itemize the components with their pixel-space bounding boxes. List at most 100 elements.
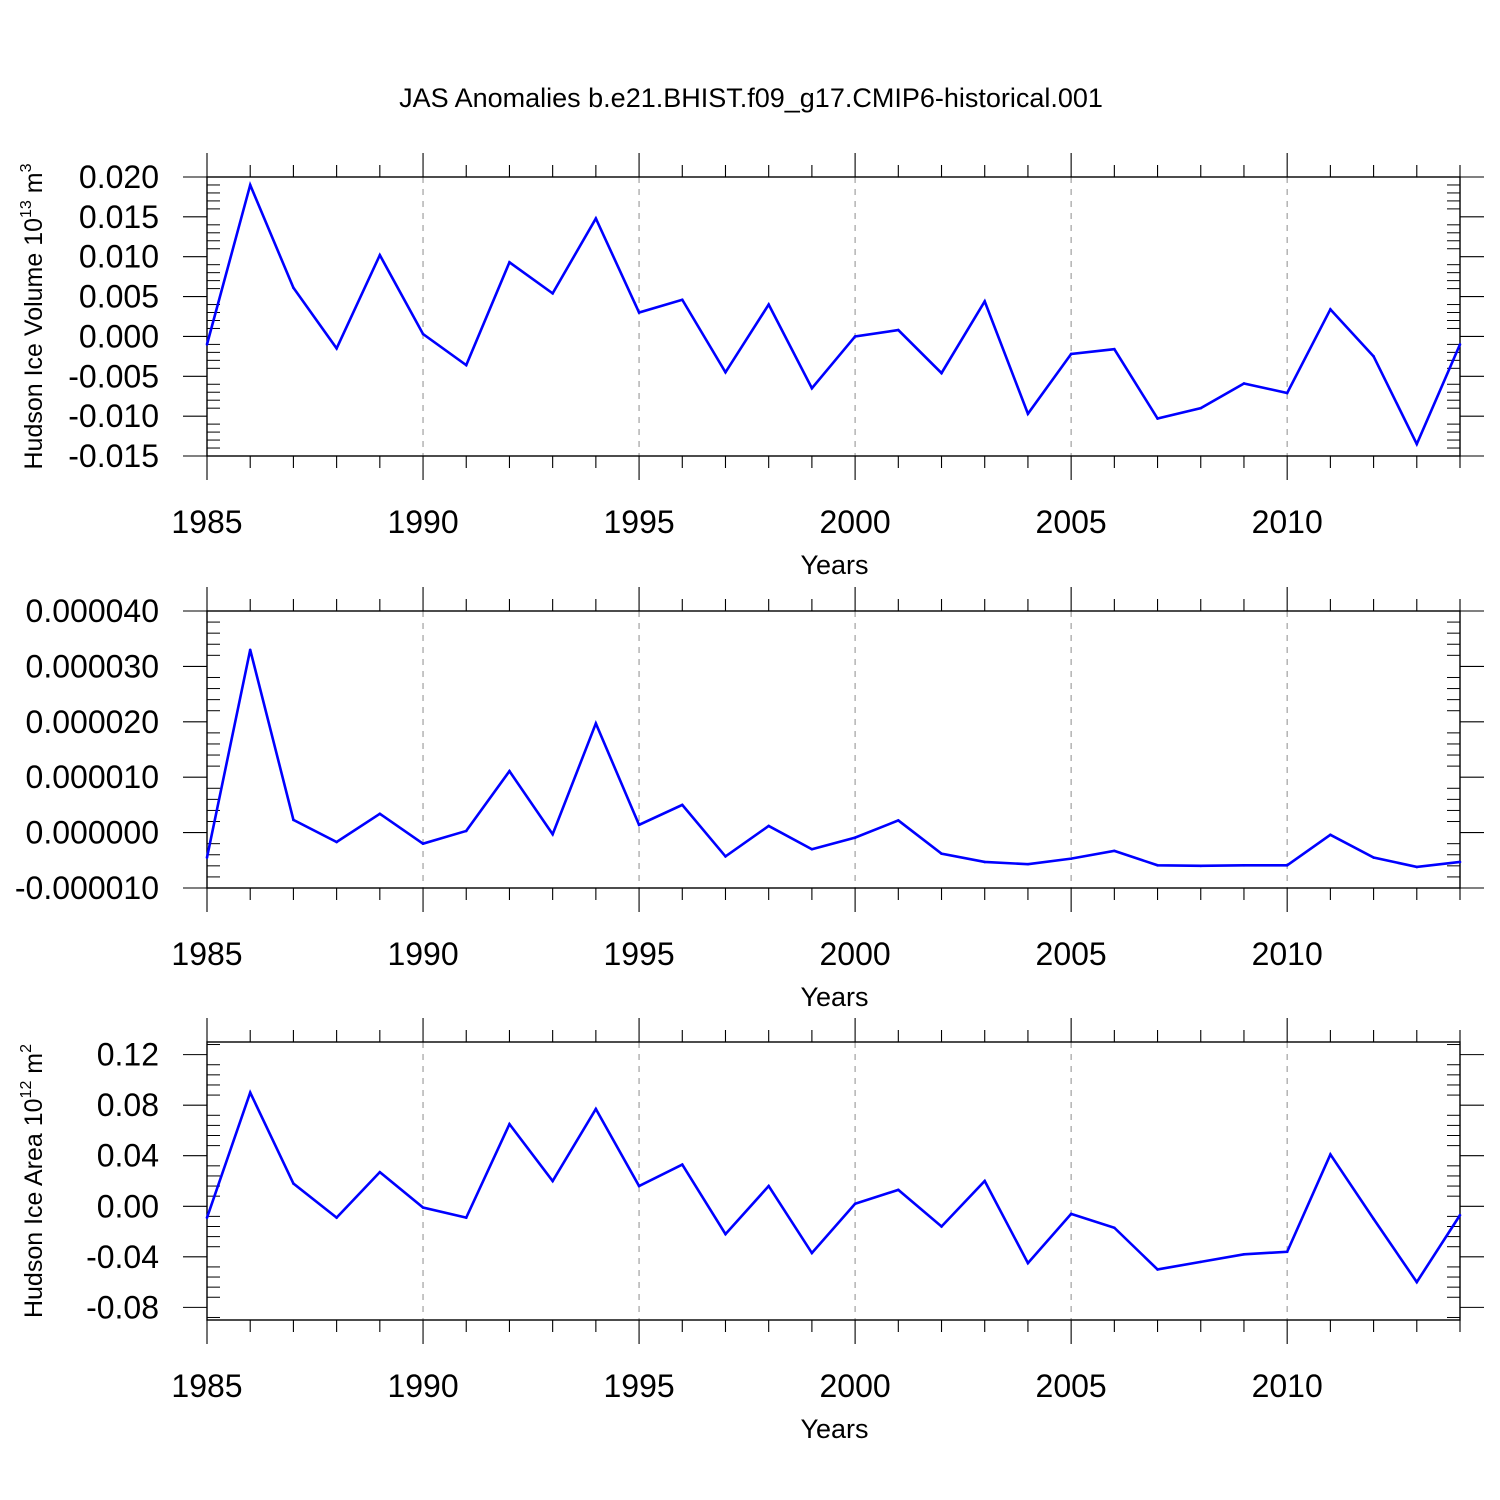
x-tick-label: 2000 xyxy=(820,504,891,540)
data-point xyxy=(1156,863,1159,867)
data-point xyxy=(810,1251,814,1255)
data-point xyxy=(292,286,295,290)
data-point xyxy=(508,769,511,773)
data-point xyxy=(1199,864,1203,868)
plot-frame xyxy=(206,610,1461,889)
data-point xyxy=(1069,1212,1073,1216)
y-tick-label: -0.015 xyxy=(68,438,159,474)
x-tick-label: 1985 xyxy=(171,504,242,540)
plot-frame xyxy=(206,176,1461,457)
y-tick-label: -0.000010 xyxy=(15,870,159,906)
data-point xyxy=(940,1225,943,1228)
data-point xyxy=(853,335,857,338)
data-point xyxy=(767,824,770,828)
panels: 1985 1990 1995 2000 2005 2010 -0.015 -0.010 -0.0… xyxy=(15,153,1484,1444)
data-point xyxy=(1372,856,1375,859)
data-point xyxy=(594,722,598,725)
data-point xyxy=(508,260,511,264)
y-axis-label-unit-exponent: 2 xyxy=(18,1044,35,1053)
data-point xyxy=(680,298,684,302)
data-point xyxy=(1242,1252,1246,1256)
data-point xyxy=(1415,442,1419,446)
x-tick-label: 2005 xyxy=(1036,504,1107,540)
data-point xyxy=(594,1107,598,1111)
data-point xyxy=(810,386,814,390)
data-point xyxy=(1329,1153,1332,1156)
y-tick-label: 0.000020 xyxy=(26,704,159,740)
x-tick-label: 1990 xyxy=(387,1368,458,1404)
x-axis-label: Years xyxy=(800,982,868,1012)
data-point xyxy=(983,1179,987,1183)
y-tick-label: 0.00 xyxy=(97,1188,159,1224)
y-axis-label-main: Hudson Ice Area 10 xyxy=(20,1098,48,1318)
data-point xyxy=(248,1091,252,1094)
data-point xyxy=(897,328,900,332)
data-point xyxy=(205,343,209,346)
data-point xyxy=(940,852,943,855)
x-tick-label: 2005 xyxy=(1036,1368,1107,1404)
data-point xyxy=(378,253,382,257)
data-point xyxy=(335,1216,338,1219)
data-point xyxy=(551,832,554,836)
data-point xyxy=(248,648,252,652)
y-axis-label: Hudson Ice Volume 1013 m3 xyxy=(18,163,48,469)
series-line xyxy=(205,1089,1462,1285)
data-point xyxy=(1415,1280,1419,1284)
data-point xyxy=(983,300,987,303)
data-point xyxy=(464,829,468,833)
data-point xyxy=(1458,860,1462,864)
x-tick-label: 1995 xyxy=(603,1368,674,1404)
data-point xyxy=(1285,391,1289,395)
data-point xyxy=(1113,849,1116,853)
data-point xyxy=(1113,1226,1116,1230)
y-tick-label: 0.04 xyxy=(97,1138,159,1174)
data-point xyxy=(853,836,857,839)
panel-2: 1985 1990 1995 2000 2005 2010 -0.000010 0.00000… xyxy=(15,587,1484,1012)
y-tick-label: 0.08 xyxy=(97,1087,159,1123)
y-tick-label: 0.000040 xyxy=(26,593,159,629)
plot-frame xyxy=(206,1041,1461,1321)
data-point xyxy=(680,1163,684,1166)
panel-1: 1985 1990 1995 2000 2005 2010 -0.015 -0.010 -0.0… xyxy=(18,153,1484,580)
data-point xyxy=(551,1179,554,1183)
series-line xyxy=(205,180,1462,448)
data-point xyxy=(1156,417,1159,420)
data-point xyxy=(637,311,641,314)
data-point xyxy=(1069,352,1073,356)
x-tick-label: 1985 xyxy=(171,1368,242,1404)
x-tick-label: 1990 xyxy=(387,936,458,972)
data-point xyxy=(1156,1268,1159,1271)
y-tick-label: 0.005 xyxy=(79,279,159,315)
data-point xyxy=(680,803,684,807)
data-point xyxy=(421,1206,425,1209)
data-point xyxy=(1372,1217,1375,1221)
data-point xyxy=(897,1188,900,1192)
data-point xyxy=(1329,833,1332,837)
data-point xyxy=(853,1202,857,1206)
y-axis-label-unit: m xyxy=(20,172,48,200)
data-point xyxy=(335,840,338,844)
y-axis-label-unit: m xyxy=(20,1053,48,1081)
series-line xyxy=(205,649,1461,869)
data-point xyxy=(983,860,987,864)
data-point xyxy=(724,1232,727,1236)
x-tick-label: 1995 xyxy=(603,504,674,540)
data-point xyxy=(594,217,598,220)
data-point xyxy=(1199,1260,1203,1264)
data-point xyxy=(205,856,209,859)
y-axis-label-exponent: 12 xyxy=(18,1081,35,1099)
y-axis-label: Hudson Ice Area 1012 m2 xyxy=(18,1044,48,1318)
data-point xyxy=(335,347,338,350)
y-tick-label: 0.000000 xyxy=(26,815,159,851)
data-point xyxy=(897,819,900,822)
x-tick-label: 1985 xyxy=(171,936,242,972)
y-tick-label: 0.000 xyxy=(79,318,159,354)
figure-title: JAS Anomalies b.e21.BHIST.f09_g17.CMIP6-… xyxy=(399,83,1103,113)
data-point xyxy=(421,332,425,336)
data-point xyxy=(421,842,425,845)
data-point xyxy=(292,818,295,822)
data-point xyxy=(1069,857,1073,860)
data-point xyxy=(1285,863,1289,867)
data-point xyxy=(464,1216,468,1219)
